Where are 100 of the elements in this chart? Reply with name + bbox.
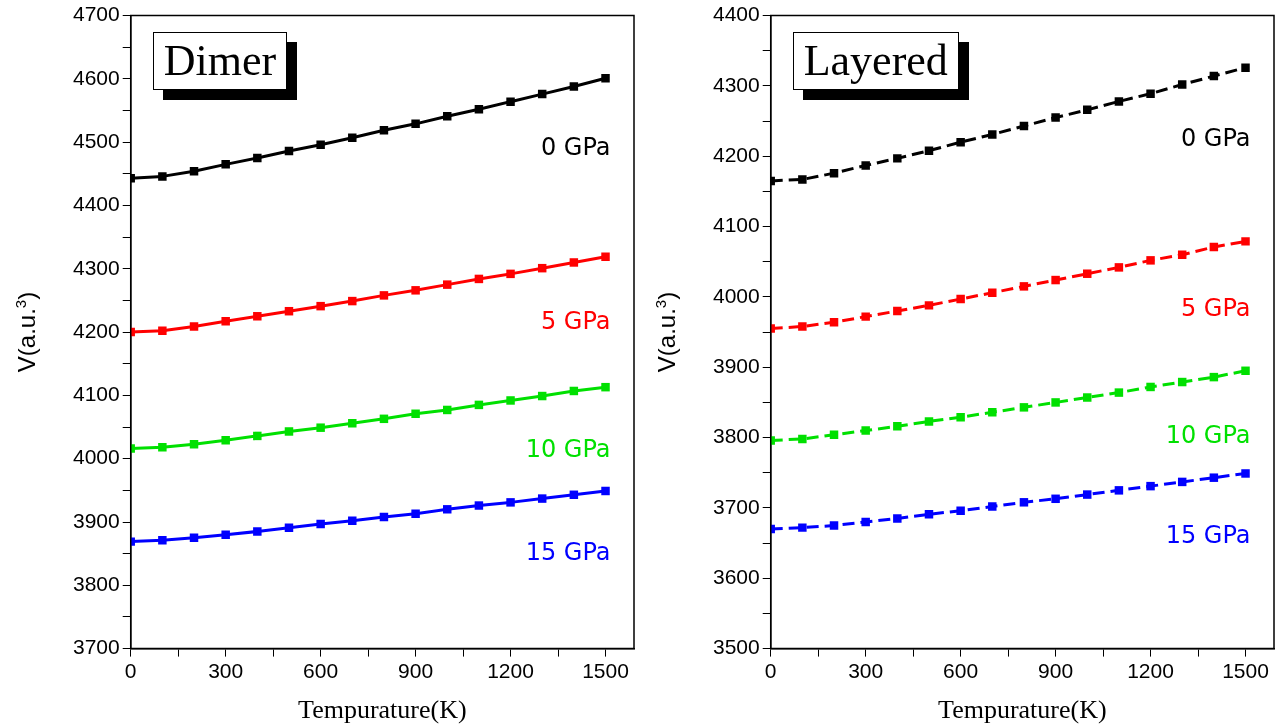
y-tick-label: 4700 [73,2,120,26]
point [1146,256,1155,265]
x-tick-label: 600 [943,659,979,682]
point [569,82,579,91]
point [1146,481,1155,491]
point [988,408,997,417]
point [893,306,902,316]
y-tick-label: 3500 [713,635,760,659]
point [1051,275,1060,285]
series-label: 15 GPa [525,537,611,566]
point [1114,388,1124,397]
point [316,301,325,311]
y-tick-label: 4100 [73,382,120,406]
point [221,160,230,169]
point [474,501,484,510]
point [601,486,610,496]
point [1051,113,1060,122]
point [189,167,199,176]
y-tick-label: 3800 [73,572,120,596]
point [158,172,167,181]
point [1083,393,1092,402]
point [988,502,997,511]
point [1177,80,1187,89]
y-tick-label: 4300 [73,255,120,279]
point [893,422,902,431]
point [988,288,997,297]
point [988,130,997,139]
x-tick-label: 1200 [487,659,534,682]
point [348,516,357,525]
point [861,517,870,527]
point [924,417,934,426]
point [284,523,294,532]
point [829,521,839,530]
x-axis-title: Tempurature(K) [938,695,1107,725]
point [1083,269,1092,278]
point [798,523,807,532]
x-tick-label: 300 [848,659,884,682]
point [537,494,547,503]
y-tick-label: 4500 [73,129,120,152]
point [221,436,230,445]
series-label: 15 GPa [1165,521,1251,550]
point [506,396,515,405]
point [798,322,807,331]
y-tick-label: 3700 [713,494,760,518]
series-label: 10 GPa [1165,421,1251,450]
point [798,175,807,184]
point [1241,237,1250,246]
point [158,443,167,452]
x-tick-label: 600 [303,659,339,682]
point [1241,469,1250,478]
point [798,434,807,444]
point [924,510,934,519]
series-label: 0 GPa [540,133,611,162]
point [1083,490,1092,499]
point [253,431,262,441]
point [1114,486,1124,495]
point [316,519,325,529]
y-tick-label: 3900 [713,354,760,378]
point [411,409,420,418]
point [893,154,902,163]
point [411,119,420,129]
point [1114,97,1124,106]
point [924,301,934,310]
y-tick-label: 4000 [73,445,120,469]
point [189,322,199,331]
x-tick-label: 1500 [582,659,629,682]
x-tick-label: 300 [208,659,244,682]
y-tick-label: 4100 [713,213,760,237]
x-tick-label: 900 [398,659,434,682]
point [411,509,420,519]
point [569,258,579,267]
text: Layered [792,31,959,90]
point [1019,498,1029,507]
point [1146,382,1155,392]
point [253,312,262,321]
point [348,133,357,143]
point [861,426,870,435]
text: Dimer [152,31,288,90]
series-label: 10 GPa [525,435,611,464]
point [1019,282,1029,291]
point [411,286,420,295]
point [443,280,452,289]
point [1114,263,1124,272]
point [861,161,870,170]
point [158,536,167,545]
point [601,252,610,262]
point [924,146,934,155]
point [893,514,902,523]
y-tick-label: 3800 [713,424,760,448]
point [348,296,357,306]
point [956,506,965,515]
x-tick-label: 0 [764,659,777,682]
point [1241,366,1250,376]
series-label: 0 GPa [1180,123,1251,152]
y-tick-label: 3600 [713,565,760,589]
point [601,382,610,392]
point [956,137,965,147]
point [253,527,262,536]
x-tick-label: 1500 [1222,659,1269,682]
point [1241,63,1250,72]
